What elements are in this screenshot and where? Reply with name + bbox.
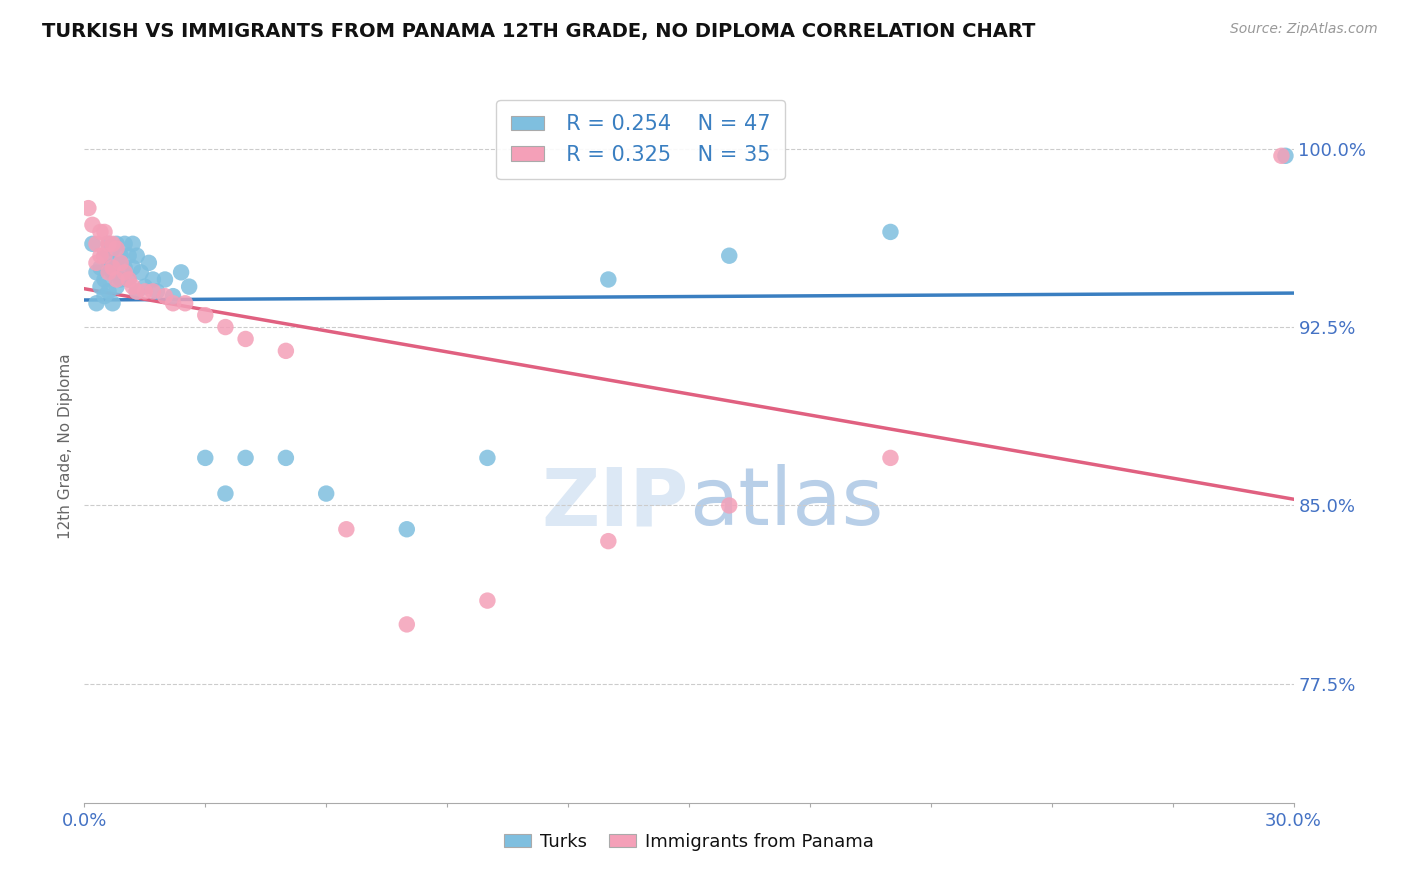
Point [179, 279, 201, 293]
Point [110, 256, 132, 270]
Point [134, 285, 156, 299]
Point [121, 279, 143, 293]
Point [1270, 149, 1292, 163]
Point [395, 522, 418, 536]
Point [86, 296, 108, 310]
Point [121, 236, 143, 251]
Point [101, 260, 124, 275]
Point [105, 236, 128, 251]
Point [879, 225, 901, 239]
Point [153, 272, 176, 286]
Point [118, 249, 141, 263]
Point [235, 450, 257, 465]
Point [97, 236, 120, 251]
Point [718, 249, 741, 263]
Point [97, 285, 120, 299]
Point [125, 285, 148, 299]
Point [718, 499, 741, 513]
Point [114, 236, 136, 251]
Point [114, 265, 136, 279]
Point [93, 249, 115, 263]
Point [105, 272, 128, 286]
Point [138, 256, 160, 270]
Point [93, 272, 115, 286]
Text: atlas: atlas [689, 464, 883, 542]
Text: TURKISH VS IMMIGRANTS FROM PANAMA 12TH GRADE, NO DIPLOMA CORRELATION CHART: TURKISH VS IMMIGRANTS FROM PANAMA 12TH G… [42, 22, 1036, 41]
Point [105, 242, 128, 256]
Point [335, 522, 357, 536]
Point [174, 296, 197, 310]
Legend: Turks, Immigrants from Panama: Turks, Immigrants from Panama [496, 826, 882, 858]
Point [134, 279, 156, 293]
Point [235, 332, 257, 346]
Point [86, 256, 108, 270]
Point [125, 285, 148, 299]
Point [879, 450, 901, 465]
Point [162, 289, 184, 303]
Point [477, 593, 499, 607]
Point [93, 289, 115, 303]
Point [82, 236, 104, 251]
Point [598, 272, 620, 286]
Point [125, 249, 148, 263]
Point [477, 450, 499, 465]
Point [214, 486, 236, 500]
Point [274, 450, 297, 465]
Point [97, 236, 120, 251]
Point [153, 289, 176, 303]
Point [146, 285, 169, 299]
Point [105, 256, 128, 270]
Point [101, 236, 124, 251]
Point [89, 279, 111, 293]
Point [89, 260, 111, 275]
Point [129, 265, 152, 279]
Point [114, 260, 136, 275]
Point [86, 265, 108, 279]
Point [395, 617, 418, 632]
Point [170, 265, 193, 279]
Point [315, 486, 337, 500]
Point [121, 260, 143, 275]
Point [93, 249, 115, 263]
Point [77, 201, 100, 215]
Point [89, 225, 111, 239]
Point [101, 265, 124, 279]
Point [110, 272, 132, 286]
Point [118, 272, 141, 286]
Point [86, 236, 108, 251]
Point [142, 272, 165, 286]
Point [598, 534, 620, 549]
Point [162, 296, 184, 310]
Point [1274, 149, 1296, 163]
Point [194, 308, 217, 322]
Text: Source: ZipAtlas.com: Source: ZipAtlas.com [1230, 22, 1378, 37]
Point [214, 320, 236, 334]
Y-axis label: 12th Grade, No Diploma: 12th Grade, No Diploma [58, 353, 73, 539]
Point [105, 279, 128, 293]
Point [93, 225, 115, 239]
Point [97, 265, 120, 279]
Point [142, 285, 165, 299]
Point [118, 272, 141, 286]
Point [274, 343, 297, 358]
Point [101, 296, 124, 310]
Text: ZIP: ZIP [541, 464, 689, 542]
Point [89, 249, 111, 263]
Point [194, 450, 217, 465]
Point [101, 242, 124, 256]
Point [110, 249, 132, 263]
Point [82, 218, 104, 232]
Point [97, 260, 120, 275]
